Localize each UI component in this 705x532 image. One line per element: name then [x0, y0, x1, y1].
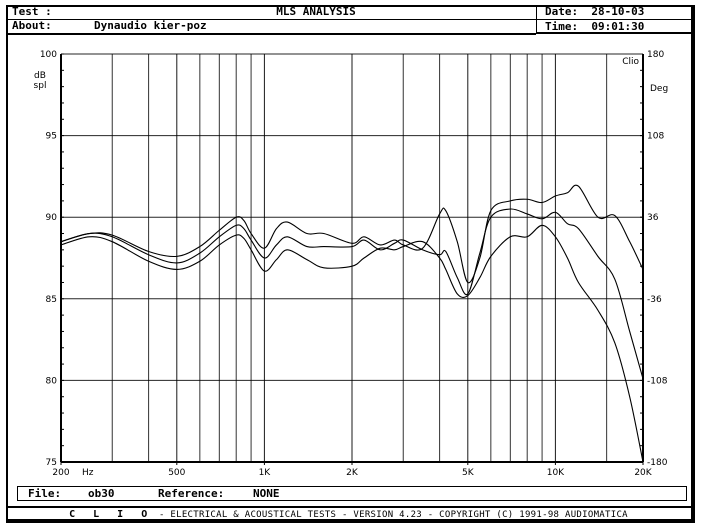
analysis-title: MLS ANALYSIS [276, 5, 356, 18]
x-tick-label: 20K [634, 468, 652, 478]
y-axis-label: spl [34, 81, 47, 91]
x-tick-label: 1K [259, 468, 272, 478]
x-tick-label: 500 [168, 468, 185, 478]
time-row: Time: 09:01:30 [537, 20, 691, 34]
y2-tick-label: -108 [647, 376, 668, 386]
curve-upper [61, 184, 643, 284]
y2-axis-label: Deg [650, 84, 668, 94]
footer-banner: C L I O - ELECTRICAL & ACOUSTICAL TESTS … [6, 506, 691, 521]
about-label: About: [12, 19, 52, 32]
y-tick-label: 90 [46, 213, 58, 223]
date-time-box: Date: 28-10-03 Time: 09:01:30 [536, 5, 691, 34]
reference-value: NONE [253, 487, 280, 500]
y2-tick-label: 36 [647, 213, 659, 223]
x-axis-unit: Hz [82, 468, 94, 478]
y2-tick-label: 180 [647, 50, 664, 60]
x-tick-label: 2K [346, 468, 359, 478]
header-about-row: About: Dynaudio kier-poz [6, 19, 536, 35]
file-label: File: [28, 487, 62, 500]
curve-lower [61, 224, 643, 463]
test-label: Test : [12, 5, 52, 18]
y2-tick-label: -180 [647, 458, 668, 468]
curve-middle [61, 208, 643, 379]
file-info-bar: File: ob30 Reference: NONE [17, 486, 687, 501]
date-value: 28-10-03 [591, 5, 645, 18]
y-tick-label: 100 [40, 50, 57, 60]
reference-label: Reference: [158, 487, 225, 500]
corner-label: Clio [622, 57, 639, 67]
header: Test : MLS ANALYSIS About: Dynaudio kier… [6, 5, 691, 35]
brand-logo: C L I O [69, 509, 154, 520]
time-value: 09:01:30 [591, 20, 645, 33]
y-tick-label: 95 [46, 132, 57, 142]
y-tick-label: 80 [46, 376, 58, 386]
window-frame [6, 5, 695, 523]
y2-tick-label: -36 [647, 295, 662, 305]
date-label: Date: [545, 5, 579, 18]
footer-text: - ELECTRICAL & ACOUSTICAL TESTS - VERSIO… [158, 510, 628, 520]
about-value: Dynaudio kier-poz [94, 19, 207, 32]
y-axis-label: dB [34, 71, 46, 81]
y2-tick-label: 108 [647, 132, 664, 142]
y-tick-label: 75 [46, 458, 57, 468]
x-tick-label: 10K [547, 468, 565, 478]
file-value: ob30 [88, 487, 115, 500]
header-test-row: Test : MLS ANALYSIS [6, 5, 536, 20]
x-tick-label: 200 [52, 468, 69, 478]
time-label: Time: [545, 20, 579, 33]
y-tick-label: 85 [46, 295, 57, 305]
x-tick-label: 5K [462, 468, 475, 478]
date-row: Date: 28-10-03 [537, 5, 691, 20]
